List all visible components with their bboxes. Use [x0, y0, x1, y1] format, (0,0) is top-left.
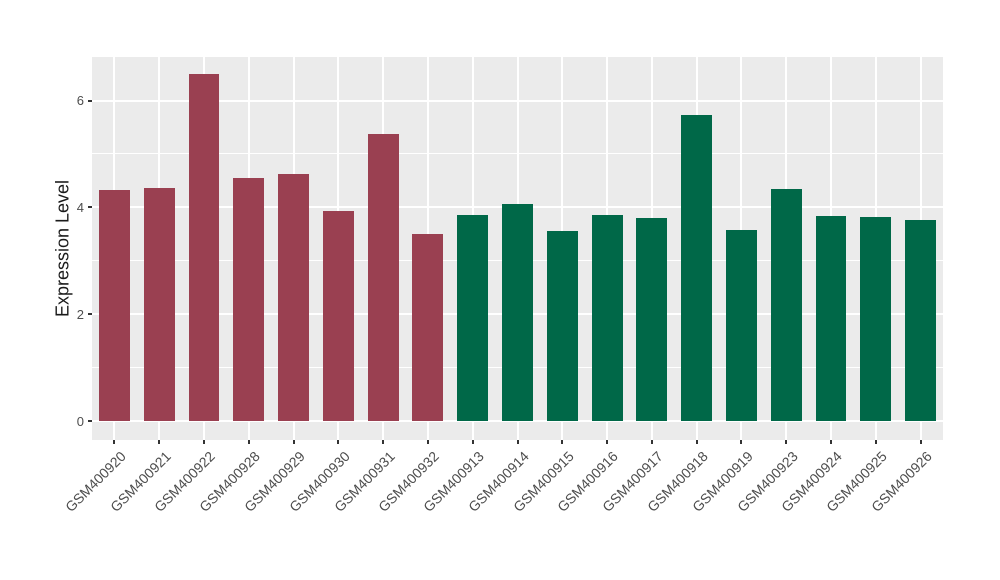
x-tick-mark: [785, 440, 788, 444]
bar-GSM400915: [546, 231, 578, 421]
x-tick-mark: [695, 440, 698, 444]
bar-GSM400916: [591, 215, 623, 421]
bar-GSM400924: [815, 216, 847, 421]
y-tick-mark: [88, 420, 92, 422]
bar-GSM400931: [367, 134, 399, 421]
x-tick-mark: [561, 440, 564, 444]
x-tick-mark: [247, 440, 250, 444]
y-tick-label: 4: [76, 199, 84, 215]
x-tick-mark: [113, 440, 116, 444]
gridline-major: [92, 420, 943, 422]
x-tick-mark: [382, 440, 385, 444]
x-tick-mark: [874, 440, 877, 444]
gridline-minor: [92, 153, 943, 154]
x-tick-mark: [740, 440, 743, 444]
bar-GSM400913: [457, 215, 489, 421]
x-tick-mark: [202, 440, 205, 444]
x-tick-mark: [516, 440, 519, 444]
bar-GSM400923: [770, 189, 802, 421]
x-tick-mark: [830, 440, 833, 444]
bar-GSM400929: [278, 173, 309, 421]
y-tick-mark: [88, 99, 92, 102]
x-tick-mark: [158, 440, 161, 444]
bar-GSM400926: [905, 219, 937, 421]
bar-GSM400922: [188, 74, 220, 421]
y-tick-mark: [88, 206, 92, 209]
bar-GSM400920: [98, 190, 130, 421]
x-tick-mark: [471, 440, 474, 444]
bar-GSM400928: [233, 177, 265, 421]
y-tick-label: 2: [76, 306, 84, 322]
bar-GSM400932: [412, 233, 444, 421]
bar-GSM400914: [502, 203, 533, 421]
plot-panel: [92, 57, 943, 440]
x-tick-mark: [650, 440, 653, 444]
bar-GSM400919: [725, 229, 757, 421]
x-tick-mark: [337, 440, 340, 444]
bar-GSM400930: [322, 210, 354, 421]
x-tick-mark: [919, 440, 922, 444]
bar-GSM400917: [636, 217, 668, 421]
x-tick-mark: [426, 440, 429, 444]
x-tick-mark: [292, 440, 295, 444]
bar-GSM400921: [143, 187, 175, 421]
gridline-major: [92, 99, 943, 102]
bar-GSM400925: [860, 217, 892, 421]
x-tick-mark: [606, 440, 609, 444]
y-tick-label: 6: [76, 93, 84, 109]
y-tick-label: 0: [76, 413, 84, 429]
bar-GSM400918: [681, 115, 713, 421]
y-tick-mark: [88, 313, 92, 316]
